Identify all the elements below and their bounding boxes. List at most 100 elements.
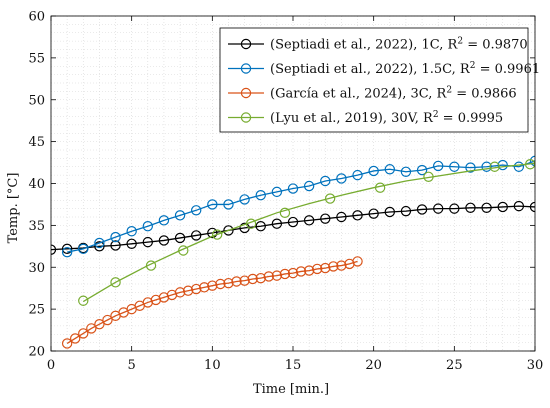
data-point — [303, 180, 315, 192]
series-line — [82, 162, 535, 303]
data-point — [320, 213, 331, 224]
legend: (Septiadi et al., 2022), 1C, R2 = 0.9870… — [219, 27, 540, 133]
data-point — [374, 182, 386, 193]
data-point — [368, 208, 379, 219]
data-point — [190, 205, 202, 216]
series-3 — [61, 256, 363, 349]
data-point — [271, 186, 283, 198]
legend-entry: (García et al., 2024), 3C, R2 = 0.9866 — [228, 86, 517, 102]
y-tick-label: 35 — [28, 219, 45, 234]
data-point — [145, 260, 157, 271]
data-point — [255, 190, 266, 201]
data-point — [352, 256, 363, 267]
data-point — [142, 236, 153, 248]
y-tick-label: 55 — [28, 51, 45, 66]
data-point — [287, 216, 299, 228]
y-tick-label: 60 — [28, 10, 45, 25]
data-point — [231, 276, 242, 287]
x-tick-label: 20 — [365, 358, 382, 373]
data-point — [352, 169, 363, 181]
x-tick-label: 10 — [204, 358, 221, 373]
legend-marker — [240, 38, 252, 50]
data-point — [215, 278, 226, 290]
data-point — [303, 215, 315, 226]
series-1 — [51, 200, 535, 255]
data-point — [190, 283, 202, 295]
data-point — [239, 275, 250, 286]
data-point — [384, 164, 395, 175]
data-point — [61, 243, 73, 255]
data-point — [320, 175, 331, 187]
legend-label: (Septiadi et al., 2022), 1.5C, R2 = 0.99… — [270, 61, 540, 77]
data-point — [61, 246, 73, 258]
data-point — [255, 221, 266, 232]
x-tick-label: 0 — [47, 358, 55, 373]
data-point — [178, 245, 189, 256]
data-point — [324, 193, 336, 204]
data-point — [199, 282, 210, 293]
data-point — [287, 267, 299, 279]
data-point — [287, 183, 299, 194]
data-point — [279, 207, 291, 219]
data-point — [94, 237, 105, 249]
data-point — [497, 201, 508, 213]
plot-area — [51, 155, 535, 349]
data-point — [352, 210, 363, 221]
series-4 — [78, 159, 535, 306]
data-point — [295, 266, 307, 277]
data-point — [529, 155, 535, 167]
data-point — [336, 211, 347, 223]
data-point — [174, 210, 186, 221]
legend-label: (Septiadi et al., 2022), 1C, R2 = 0.9870 — [270, 37, 528, 53]
series-line — [51, 205, 535, 251]
data-point — [78, 295, 89, 306]
data-point — [465, 162, 476, 173]
y-tick-label: 40 — [28, 177, 45, 192]
data-point — [174, 287, 186, 298]
data-point — [336, 173, 347, 184]
data-point — [158, 215, 170, 226]
x-tick-label: 25 — [446, 358, 463, 373]
legend-marker — [240, 87, 252, 99]
y-tick-label: 25 — [28, 303, 45, 318]
legend-entry: (Septiadi et al., 2022), 1.5C, R2 = 0.99… — [228, 61, 540, 77]
data-point — [94, 319, 105, 330]
data-point — [126, 226, 137, 237]
data-point — [416, 164, 428, 176]
x-axis-label: Time [min.] — [253, 382, 329, 397]
data-point — [328, 261, 339, 272]
legend-entry: (Lyu et al., 2019), 30V, R2 = 0.9995 — [228, 110, 503, 126]
axes: 0 5 10 15 20 25 30 20 25 30 35 40 45 50 55 60 — [28, 10, 543, 374]
series-line — [66, 260, 358, 345]
data-point — [416, 204, 428, 215]
data-point — [142, 221, 153, 232]
data-point — [449, 203, 460, 214]
data-point — [465, 202, 476, 213]
data-point — [336, 260, 347, 271]
data-point — [279, 268, 291, 280]
data-point — [433, 203, 444, 214]
data-point — [126, 238, 137, 249]
legend-marker — [240, 63, 252, 74]
data-point — [110, 277, 121, 288]
data-point — [312, 263, 323, 275]
data-point — [110, 240, 121, 251]
data-point — [423, 171, 434, 182]
y-tick-label: 30 — [28, 261, 45, 276]
y-axis-label: Temp. [°C] — [6, 173, 21, 244]
series-line — [66, 160, 535, 253]
y-tick-label: 50 — [28, 93, 45, 108]
data-point — [94, 241, 105, 252]
data-point — [400, 166, 412, 177]
data-point — [263, 271, 274, 282]
data-point — [497, 159, 508, 171]
data-point — [368, 165, 379, 177]
data-point — [78, 328, 89, 339]
legend-marker — [240, 112, 252, 123]
data-point — [400, 205, 412, 217]
data-point — [513, 161, 525, 172]
data-point — [182, 285, 194, 296]
data-point — [433, 160, 444, 172]
data-point — [529, 201, 535, 213]
